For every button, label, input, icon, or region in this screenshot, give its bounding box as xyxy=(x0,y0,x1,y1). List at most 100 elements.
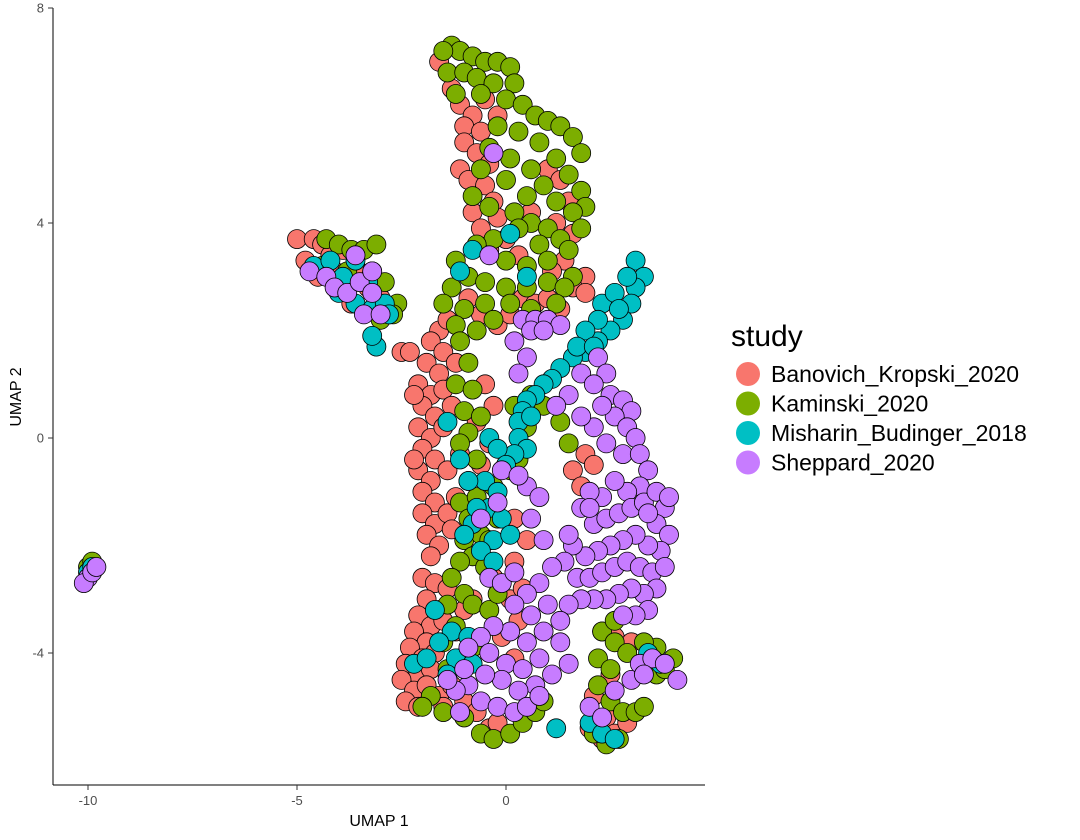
x-axis-title: UMAP 1 xyxy=(349,813,408,830)
point-1-68 xyxy=(466,320,487,341)
point-1-22 xyxy=(508,121,529,142)
point-3-107 xyxy=(529,648,550,669)
legend-key-2 xyxy=(736,421,760,445)
point-2-65 xyxy=(416,648,437,669)
point-3-7 xyxy=(370,304,391,325)
point-1-19 xyxy=(563,127,583,147)
point-1-49 xyxy=(496,250,516,271)
ticks: -10 -5 0 -4 0 4 8 xyxy=(32,1,509,809)
point-3-127 xyxy=(454,659,475,679)
point-0-14 xyxy=(399,342,420,362)
legend-title: study xyxy=(731,320,803,353)
point-1-45 xyxy=(529,234,550,255)
point-1-34 xyxy=(517,186,537,207)
point-1-13 xyxy=(470,84,491,104)
point-3-84 xyxy=(579,497,600,518)
point-2-13 xyxy=(450,261,470,282)
point-3-0 xyxy=(299,261,320,282)
point-1-149 xyxy=(617,643,638,663)
point-3-123 xyxy=(487,492,508,513)
point-3-31 xyxy=(613,444,633,465)
point-1-23 xyxy=(529,132,550,153)
point-3-17 xyxy=(533,320,554,341)
point-3-100 xyxy=(500,621,521,642)
point-3-112 xyxy=(475,664,496,685)
point-3-21 xyxy=(588,347,608,368)
point-0-88 xyxy=(404,385,424,405)
point-2-39 xyxy=(609,299,629,319)
point-2-14 xyxy=(500,223,521,244)
point-2-76 xyxy=(450,449,470,470)
point-1-7 xyxy=(437,62,458,83)
point-3-115 xyxy=(470,691,491,712)
point-3-83 xyxy=(638,503,658,524)
point-1-36 xyxy=(470,159,491,180)
point-1-24 xyxy=(546,148,567,169)
point-1-35 xyxy=(496,170,516,190)
point-1-62 xyxy=(454,299,475,319)
y-tick-label-0: -4 xyxy=(32,646,44,661)
point-1-69 xyxy=(483,309,504,330)
x-tick-label-2: 0 xyxy=(502,793,509,808)
point-3-133 xyxy=(592,707,612,728)
point-0-121 xyxy=(517,530,537,550)
point-3-23 xyxy=(571,363,592,384)
point-0-87 xyxy=(404,449,424,470)
point-0-54 xyxy=(575,282,596,303)
point-3-9 xyxy=(362,261,383,282)
point-3-24 xyxy=(583,374,604,395)
point-1-125 xyxy=(483,729,504,749)
point-3-144 xyxy=(86,557,107,577)
point-1-63 xyxy=(475,293,496,314)
point-3-103 xyxy=(458,637,479,658)
point-2-41 xyxy=(575,320,596,341)
point-1-82 xyxy=(450,331,470,352)
legend-label-1: Kaminski_2020 xyxy=(771,391,928,417)
point-2-38 xyxy=(617,266,638,287)
point-1-11 xyxy=(504,73,525,94)
point-3-99 xyxy=(517,632,537,653)
point-1-111 xyxy=(441,567,462,588)
point-1-37 xyxy=(462,186,483,207)
point-1-110 xyxy=(558,433,579,454)
point-1-140 xyxy=(634,696,654,717)
legend-key-1 xyxy=(736,391,760,416)
point-3-54 xyxy=(659,524,679,545)
point-3-95 xyxy=(521,605,541,626)
point-1-44 xyxy=(558,239,579,260)
point-3-8 xyxy=(345,245,366,266)
point-3-85 xyxy=(558,524,579,545)
point-3-89 xyxy=(521,508,541,529)
points-layer xyxy=(73,35,688,755)
point-1-84 xyxy=(445,374,466,395)
point-3-82 xyxy=(613,605,633,626)
point-3-39 xyxy=(638,460,658,481)
point-1-43 xyxy=(571,218,592,239)
point-3-138 xyxy=(654,653,675,674)
point-3-125 xyxy=(508,465,529,486)
point-1-85 xyxy=(462,379,483,400)
point-1-136 xyxy=(588,675,608,696)
point-1-38 xyxy=(479,196,500,217)
y-tick-label-3: 8 xyxy=(37,1,44,16)
point-3-33 xyxy=(583,417,604,438)
point-3-36 xyxy=(546,395,567,416)
point-1-31 xyxy=(533,175,554,196)
point-2-53 xyxy=(454,524,475,545)
point-3-97 xyxy=(550,610,571,631)
point-2-58 xyxy=(424,600,445,620)
point-3-10 xyxy=(483,143,504,164)
legend-label-3: Sheppard_2020 xyxy=(771,450,935,476)
point-3-139 xyxy=(667,670,688,690)
legend-key-3 xyxy=(736,450,760,475)
point-1-99 xyxy=(450,551,470,572)
point-2-51 xyxy=(500,524,521,545)
point-2-16 xyxy=(625,250,646,271)
point-3-34 xyxy=(571,406,592,427)
point-2-15 xyxy=(517,266,537,287)
point-1-114 xyxy=(462,594,483,615)
point-1-6 xyxy=(433,41,454,61)
x-tick-label-1: -5 xyxy=(291,793,303,808)
point-1-55 xyxy=(475,272,496,293)
point-3-119 xyxy=(529,686,550,706)
